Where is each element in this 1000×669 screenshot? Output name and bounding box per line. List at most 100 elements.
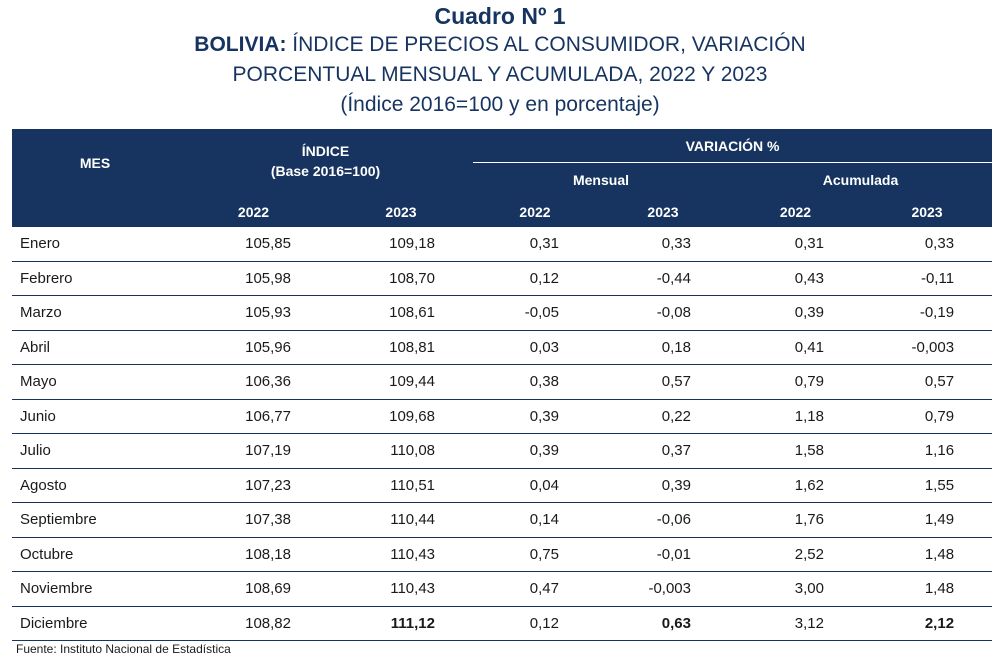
- table-row: Diciembre 108,82 111,12 0,12 0,63 3,12 2,12: [12, 606, 993, 641]
- cell-mensual-2022: 0,38: [473, 364, 597, 400]
- col-header-indice: ÍNDICE (Base 2016=100): [178, 129, 473, 196]
- col-header-year: 2023: [862, 196, 993, 227]
- cell-mensual-2023: 0,57: [597, 364, 729, 400]
- cell-mensual-2023: 0,37: [597, 433, 729, 469]
- cell-mensual-2022: -0,05: [473, 295, 597, 331]
- cell-mensual-2023: 0,63: [597, 606, 729, 641]
- table-row: Noviembre 108,69 110,43 0,47 -0,003 3,00 1,48: [12, 571, 993, 607]
- cell-acumulada-2023: 1,48: [862, 571, 993, 607]
- cell-mensual-2022: 0,14: [473, 502, 597, 538]
- cell-indice-2023: 111,12: [329, 606, 473, 641]
- cell-indice-2023: 110,08: [329, 433, 473, 469]
- cell-indice-2023: 110,43: [329, 571, 473, 607]
- col-header-year: 2023: [597, 196, 729, 227]
- title-line-2: PORCENTUAL MENSUAL Y ACUMULADA, 2022 Y 2…: [232, 63, 768, 86]
- cell-mensual-2023: -0,06: [597, 502, 729, 538]
- cell-acumulada-2022: 1,62: [729, 468, 862, 503]
- col-header-year: 2022: [729, 196, 862, 227]
- cell-acumulada-2023: 1,49: [862, 502, 993, 538]
- cell-mes: Septiembre: [12, 502, 178, 538]
- cell-mensual-2023: -0,44: [597, 261, 729, 296]
- cell-mensual-2023: -0,003: [597, 571, 729, 607]
- table-body: Enero 105,85 109,18 0,31 0,33 0,31 0,33 Febrer…: [12, 227, 993, 641]
- cell-indice-2023: 109,68: [329, 399, 473, 434]
- cell-acumulada-2022: 2,52: [729, 537, 862, 572]
- cell-mensual-2023: 0,39: [597, 468, 729, 503]
- cell-indice-2022: 106,36: [178, 364, 329, 400]
- col-header-indice-base: (Base 2016=100): [270, 163, 381, 179]
- cell-acumulada-2023: 0,33: [862, 227, 993, 262]
- title-line-1: BOLIVIA: ÍNDICE DE PRECIOS AL CONSUMIDOR…: [0, 30, 1000, 60]
- cell-indice-2023: 110,43: [329, 537, 473, 572]
- col-header-mes: MES: [12, 129, 178, 196]
- title-country: BOLIVIA:: [194, 33, 287, 56]
- cell-acumulada-2022: 1,76: [729, 502, 862, 538]
- cell-indice-2022: 107,38: [178, 502, 329, 538]
- cell-acumulada-2022: 3,12: [729, 606, 862, 641]
- col-header-acumulada: Acumulada: [729, 162, 993, 196]
- cell-mensual-2023: -0,08: [597, 295, 729, 331]
- table-row: Septiembre 107,38 110,44 0,14 -0,06 1,76 1,49: [12, 502, 993, 538]
- title-block: Cuadro Nº 1 BOLIVIA: ÍNDICE DE PRECIOS A…: [0, 2, 1000, 120]
- cell-mensual-2022: 0,03: [473, 330, 597, 365]
- table-header: MES ÍNDICE (Base 2016=100) VARIACIÓN % M…: [12, 129, 993, 227]
- cell-acumulada-2022: 0,41: [729, 330, 862, 365]
- cell-acumulada-2023: 1,55: [862, 468, 993, 503]
- cell-mensual-2023: 0,33: [597, 227, 729, 262]
- cell-acumulada-2022: 1,18: [729, 399, 862, 434]
- cell-indice-2022: 107,19: [178, 433, 329, 469]
- cell-indice-2023: 109,44: [329, 364, 473, 400]
- cell-mes: Mayo: [12, 364, 178, 400]
- table-row: Enero 105,85 109,18 0,31 0,33 0,31 0,33: [12, 227, 993, 262]
- col-header-indice-label: ÍNDICE: [301, 143, 350, 159]
- source-note: Fuente: Instituto Nacional de Estadístic…: [16, 642, 231, 656]
- cell-acumulada-2023: -0,19: [862, 295, 993, 331]
- cell-mes: Noviembre: [12, 571, 178, 607]
- cell-indice-2022: 108,82: [178, 606, 329, 641]
- cell-acumulada-2023: 1,48: [862, 537, 993, 572]
- cell-mensual-2022: 0,75: [473, 537, 597, 572]
- cell-indice-2022: 107,23: [178, 468, 329, 503]
- cell-mensual-2022: 0,39: [473, 399, 597, 434]
- cell-mensual-2022: 0,31: [473, 227, 597, 262]
- cell-mes: Enero: [12, 227, 178, 262]
- cell-acumulada-2022: 0,31: [729, 227, 862, 262]
- cell-acumulada-2022: 0,39: [729, 295, 862, 331]
- cell-indice-2022: 105,96: [178, 330, 329, 365]
- col-header-year: 2022: [473, 196, 597, 227]
- cell-acumulada-2023: -0,11: [862, 261, 993, 296]
- table-row: Febrero 105,98 108,70 0,12 -0,44 0,43 -0,11: [12, 261, 993, 296]
- cell-mes: Julio: [12, 433, 178, 469]
- cell-indice-2023: 108,81: [329, 330, 473, 365]
- col-header-year: 2022: [178, 196, 329, 227]
- table-row: Mayo 106,36 109,44 0,38 0,57 0,79 0,57: [12, 364, 993, 400]
- cell-indice-2022: 106,77: [178, 399, 329, 434]
- cell-mes: Diciembre: [12, 606, 178, 641]
- cell-indice-2022: 108,18: [178, 537, 329, 572]
- cell-acumulada-2022: 0,43: [729, 261, 862, 296]
- cell-acumulada-2023: -0,003: [862, 330, 993, 365]
- cell-mensual-2023: 0,22: [597, 399, 729, 434]
- table-row: Julio 107,19 110,08 0,39 0,37 1,58 1,16: [12, 433, 993, 469]
- cell-indice-2023: 108,70: [329, 261, 473, 296]
- cell-acumulada-2022: 0,79: [729, 364, 862, 400]
- title-line-3: (Índice 2016=100 y en porcentaje): [340, 93, 660, 116]
- cell-mensual-2023: -0,01: [597, 537, 729, 572]
- cell-mensual-2022: 0,39: [473, 433, 597, 469]
- cell-indice-2022: 105,93: [178, 295, 329, 331]
- table-row: Abril 105,96 108,81 0,03 0,18 0,41 -0,003: [12, 330, 993, 365]
- table-row: Octubre 108,18 110,43 0,75 -0,01 2,52 1,48: [12, 537, 993, 572]
- cell-mes: Abril: [12, 330, 178, 365]
- cell-acumulada-2023: 2,12: [862, 606, 993, 641]
- cell-mes: Febrero: [12, 261, 178, 296]
- cell-indice-2022: 105,98: [178, 261, 329, 296]
- cell-acumulada-2022: 3,00: [729, 571, 862, 607]
- cell-acumulada-2023: 0,57: [862, 364, 993, 400]
- cell-indice-2022: 108,69: [178, 571, 329, 607]
- cpi-table: MES ÍNDICE (Base 2016=100) VARIACIÓN % M…: [12, 129, 993, 641]
- cell-indice-2023: 108,61: [329, 295, 473, 331]
- cell-indice-2023: 110,51: [329, 468, 473, 503]
- cell-mensual-2023: 0,18: [597, 330, 729, 365]
- table-row: Agosto 107,23 110,51 0,04 0,39 1,62 1,55: [12, 468, 993, 503]
- col-header-year: 2023: [329, 196, 473, 227]
